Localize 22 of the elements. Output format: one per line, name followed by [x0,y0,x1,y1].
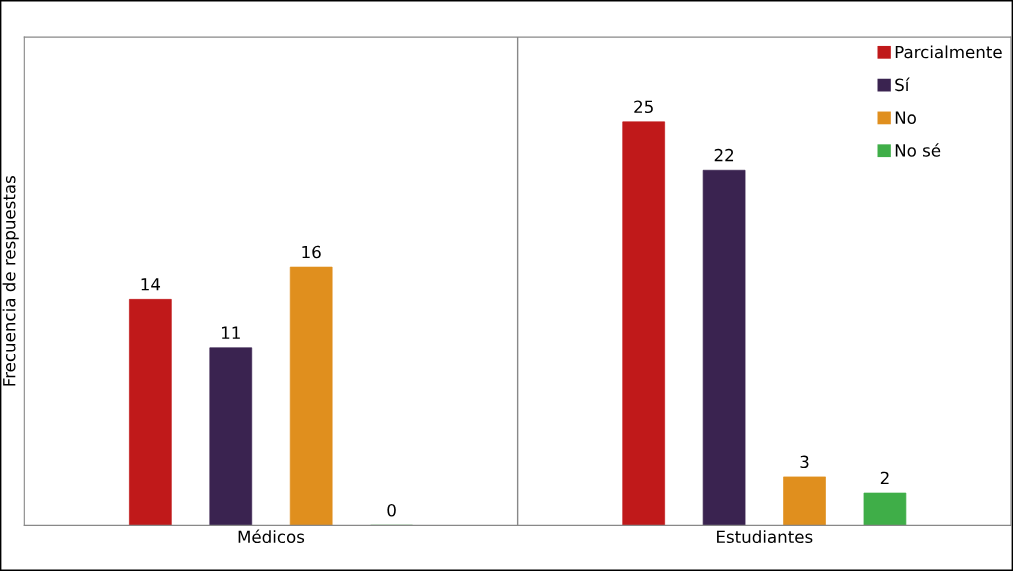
legend-label: Parcialmente [895,45,1002,59]
bar [863,492,907,526]
x-tick-label: Médicos [238,529,305,544]
bar [783,476,826,526]
data-label: 3 [800,455,809,469]
bar [702,169,746,526]
data-label: 11 [222,326,240,339]
data-label: 14 [141,278,161,291]
legend-label: No sé [895,143,941,157]
y-axis-title: Frecuencia de respuestas [2,176,19,386]
bar [289,266,333,526]
data-label: 25 [634,100,653,114]
legend-label: Sí [895,77,910,92]
legend-label: No [895,111,916,124]
bar [129,299,172,526]
data-label: 16 [302,245,321,259]
data-label: 2 [880,471,889,485]
bar [209,347,253,526]
data-label: 22 [714,148,734,162]
data-label: 0 [387,503,396,517]
x-tick-label: Estudiantes [717,530,813,544]
bar [622,121,666,526]
